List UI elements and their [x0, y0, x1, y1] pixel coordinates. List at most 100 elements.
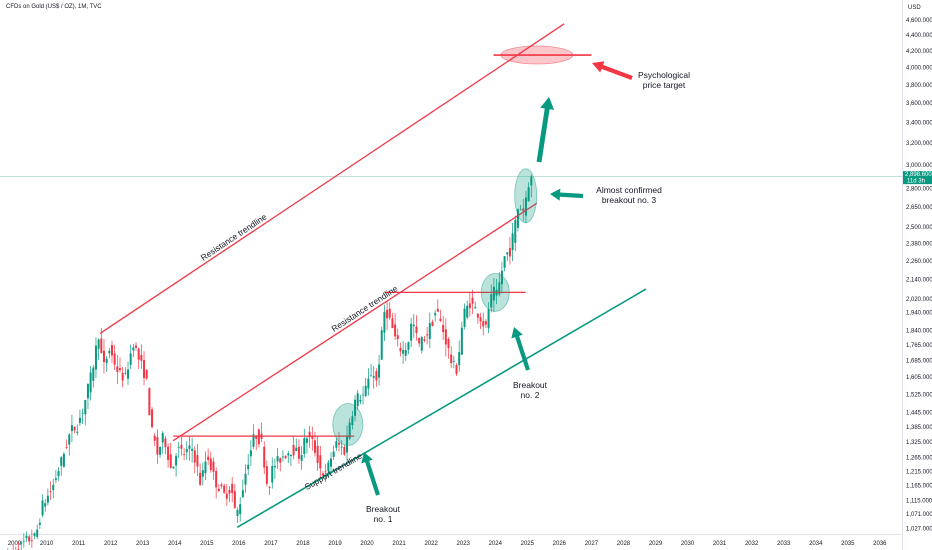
x-tick-label: 2022	[424, 541, 438, 547]
y-tick-label: 1,940.000	[906, 311, 932, 317]
y-tick-label: 1,765.000	[906, 343, 932, 349]
candle-body	[22, 540, 25, 542]
y-tick-label: 1,215.000	[906, 469, 932, 475]
candle-body	[191, 448, 194, 451]
x-tick-label: 2031	[713, 541, 727, 547]
y-tick-label: 2,650.000	[906, 205, 932, 211]
candle-body	[110, 345, 113, 356]
y-tick-label: 1,840.000	[906, 329, 932, 335]
candle-body	[156, 436, 159, 455]
arrow-target	[592, 61, 633, 80]
y-tick-label: 1,685.000	[906, 358, 932, 364]
candle-body	[132, 347, 135, 351]
breakout-2-ellipse	[480, 272, 510, 312]
y-tick-label: 2,020.000	[906, 297, 932, 303]
candle-body	[524, 197, 527, 216]
x-tick-label: 2033	[777, 541, 791, 547]
candle-body	[100, 338, 103, 354]
x-tick-label: 2036	[873, 541, 887, 547]
candle-body	[490, 294, 493, 308]
candle-body	[316, 445, 319, 464]
candle-body	[175, 455, 178, 466]
candle-body	[516, 209, 519, 228]
candle-body	[367, 378, 370, 389]
candle-body	[514, 219, 517, 243]
last-price-value: 2,898.600	[905, 172, 932, 178]
candle-body	[143, 360, 146, 379]
candle-body	[305, 438, 308, 443]
y-tick-label: 1,071.000	[906, 512, 932, 518]
candle-body	[466, 305, 469, 318]
candle-body	[431, 321, 434, 327]
candle-body	[30, 540, 33, 542]
candle-body	[442, 324, 445, 333]
x-tick-label: 2019	[328, 541, 342, 547]
candle-body	[460, 327, 463, 355]
candle-body	[169, 454, 172, 468]
lower-resistance-label: Resistance trendline	[330, 283, 400, 334]
candle-body	[151, 409, 154, 428]
candle-body	[273, 466, 276, 468]
breakout-1-annotation-line2: no. 1	[374, 514, 393, 524]
y-tick-label: 1,325.000	[906, 440, 932, 446]
candle-body	[474, 307, 477, 309]
candle-body	[220, 484, 223, 487]
candle-body	[519, 209, 522, 211]
candle-body	[479, 317, 482, 322]
candle-body	[209, 458, 212, 470]
candle-body	[370, 375, 373, 377]
arrow-up-target	[536, 97, 555, 163]
candle-body	[44, 503, 47, 507]
support-trendline	[236, 288, 647, 528]
y-tick-label: 1,385.000	[906, 425, 932, 431]
candle-body	[527, 187, 530, 202]
candle-body	[372, 376, 375, 378]
arrow-breakout-1	[361, 452, 380, 496]
target-annotation-line1: Psychological	[638, 70, 690, 80]
chart-title: CFDs on Gold (US$ / OZ), 1M, TVC	[6, 4, 102, 10]
candle-body	[412, 324, 415, 327]
candle-body	[204, 461, 207, 474]
candle-body	[135, 345, 138, 348]
x-tick-label: 2023	[457, 541, 471, 547]
candle-body	[476, 313, 479, 318]
target-annotation-line2: price target	[643, 80, 686, 90]
candle-body	[124, 372, 127, 374]
candle-body	[33, 533, 36, 536]
candle-body	[145, 369, 148, 379]
candle-body	[444, 329, 447, 345]
x-tick-label: 2032	[745, 541, 759, 547]
candle-body	[362, 394, 365, 396]
candle-body	[303, 438, 306, 454]
x-tick-label: 2011	[72, 541, 86, 547]
candle-body	[313, 440, 316, 453]
candle-body	[386, 309, 389, 319]
breakout-1-ellipse	[332, 403, 364, 446]
y-tick-label: 3,200.000	[906, 141, 932, 147]
candle-body	[102, 350, 105, 362]
candle-body	[60, 457, 63, 466]
x-tick-label: 2017	[264, 541, 278, 547]
candle-body	[196, 455, 199, 467]
candle-body	[81, 412, 84, 414]
candle-body	[153, 435, 156, 441]
candle-body	[522, 208, 525, 212]
arrow-breakout-3	[550, 188, 584, 201]
x-tick-label: 2020	[360, 541, 374, 547]
candle-body	[356, 393, 359, 407]
candle-body	[215, 471, 218, 488]
arrow-breakout-2	[511, 327, 530, 371]
y-tick-label: 2,800.000	[906, 186, 932, 192]
breakout-2-annotation-line1: Breakout	[513, 380, 548, 390]
candle-body	[118, 368, 121, 371]
candle-body	[402, 350, 405, 354]
candle-body	[468, 303, 471, 309]
candle-body	[225, 493, 228, 499]
candle-body	[36, 529, 39, 537]
candle-body	[297, 446, 300, 459]
y-tick-label: 2,260.000	[906, 259, 932, 265]
y-tick-label: 4,400.000	[906, 33, 932, 39]
candle-body	[167, 446, 170, 460]
lower-resistance-trendline	[172, 202, 538, 442]
